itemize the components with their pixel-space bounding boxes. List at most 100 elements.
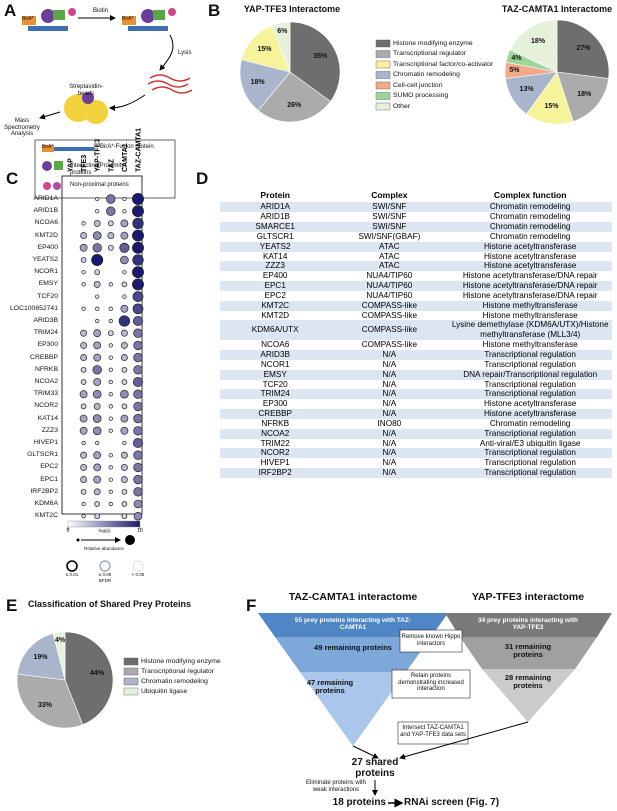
row-label: NCOR1 xyxy=(34,268,58,276)
table-row: GLTSCR1 SWI/SNF(GBAF) Chromatin remodeling xyxy=(220,232,612,242)
table-cell: Transcriptional regulation xyxy=(448,389,612,400)
dot xyxy=(93,341,102,350)
table-row: KMT2C COMPASS-like Histone methyltransfera… xyxy=(220,300,612,311)
table-cell: COMPASS-like xyxy=(330,320,449,341)
dot xyxy=(80,341,88,349)
table-cell: GLTSCR1 xyxy=(256,231,294,241)
slice-label: 26% xyxy=(287,101,302,109)
table-cell: N/A xyxy=(330,349,449,360)
bfdr-level: > 0.05 xyxy=(131,572,145,577)
dot xyxy=(133,462,143,473)
table-cell: N/A xyxy=(382,399,397,409)
flow-title: TAZ-CAMTA1 interactome xyxy=(288,591,418,603)
table-cell: Histone acetyltransferase xyxy=(483,399,577,409)
dot xyxy=(120,341,128,349)
panel-label: D xyxy=(196,169,209,188)
dot xyxy=(80,232,88,240)
dot xyxy=(119,242,130,253)
table-cell: IRF2BP2 xyxy=(220,468,331,478)
table-cell: N/A xyxy=(330,428,449,439)
pie-slice xyxy=(509,19,558,73)
dot xyxy=(108,392,113,397)
row-label: EP400 xyxy=(37,243,58,251)
membrane xyxy=(28,26,68,31)
dot xyxy=(93,463,102,472)
table-row: NCOR2 N/A Transcriptional regulation xyxy=(220,448,612,459)
pie-slice xyxy=(526,71,574,125)
table-cell: SMARCE1 xyxy=(220,222,331,232)
table-cell: Chromatin remodeling xyxy=(489,418,571,428)
dot xyxy=(93,329,102,338)
legend-swatch xyxy=(375,92,391,100)
legend-swatch xyxy=(123,657,139,666)
table-cell: DNA repair/Transcriptional regulation xyxy=(448,369,612,380)
dot xyxy=(132,437,144,449)
table-cell: HIVEP1 xyxy=(260,458,290,468)
table-cell: EP300 xyxy=(262,399,288,409)
table-cell: Anti-viral/E3 ubiquitin ligase xyxy=(479,438,581,448)
dot xyxy=(133,340,143,351)
dot xyxy=(108,282,113,287)
slice-label: 5% xyxy=(509,66,520,74)
legend-label: Ubiquitin ligase xyxy=(141,687,188,695)
table-row: EP400 NUA4/TIP60 Histone acetyltransferase… xyxy=(220,271,612,281)
table-cell: Histone acetyltransferase/DNA repair xyxy=(462,271,598,281)
dot xyxy=(132,291,144,302)
dot xyxy=(120,231,129,240)
dot xyxy=(108,367,113,372)
table-cell: Transcriptional regulation xyxy=(448,468,612,478)
table-cell: N/A xyxy=(330,389,449,400)
panel-label: F xyxy=(246,596,257,615)
table-cell: INO80 xyxy=(377,418,402,428)
row-label: EPC1 xyxy=(40,475,58,483)
table-cell: N/A xyxy=(382,438,397,448)
column-label: CAMTA1 xyxy=(122,143,129,172)
slice-label: 15% xyxy=(544,102,559,110)
table-cell: Histone acetyltransferase xyxy=(448,261,612,272)
pie-title: YAP-TFE3 Interactome xyxy=(243,4,341,14)
colorbar-label: -log(p) xyxy=(97,528,111,533)
dot xyxy=(122,294,127,299)
table-cell: N/A xyxy=(330,448,449,459)
table-cell: SWI/SNF xyxy=(330,222,449,232)
row-label: ARID1B xyxy=(33,207,58,215)
dot xyxy=(108,428,113,433)
pie-slice xyxy=(52,631,66,681)
dot xyxy=(121,488,128,495)
table-cell: N/A xyxy=(330,409,449,419)
column-label: TFE3 xyxy=(81,155,88,172)
dot xyxy=(121,366,128,373)
dot xyxy=(121,281,128,288)
table-cell: Transcriptional regulation xyxy=(448,428,612,439)
tier xyxy=(460,637,597,669)
dot xyxy=(120,354,128,362)
table-cell: Histone methyltransferase xyxy=(448,300,612,311)
row-label: KDM6A xyxy=(34,500,58,507)
dot xyxy=(132,217,144,230)
table-row: NFRKB INO80 Chromatin remodeling xyxy=(220,419,612,429)
dot xyxy=(133,426,143,436)
table-cell: KMT2C xyxy=(220,300,331,311)
table-row: ARID3B N/A Transcriptional regulation xyxy=(220,349,612,360)
table-cell: Transcriptional regulation xyxy=(484,458,576,468)
slice-label: 13% xyxy=(519,85,534,93)
arrow xyxy=(352,745,379,759)
bira-label: BirA* xyxy=(122,16,134,22)
legend-swatch xyxy=(123,667,139,676)
table-row: KMT2D COMPASS-like Histone methyltransfera… xyxy=(220,311,612,321)
table-cell: ARID3B xyxy=(220,349,331,360)
table-cell: Histone acetyltransferase/DNA repair xyxy=(462,290,598,300)
table-cell: N/A xyxy=(330,468,449,478)
slice-label: 18% xyxy=(577,90,592,98)
dot xyxy=(133,511,143,521)
table-cell: NCOA6 xyxy=(261,340,290,350)
table-row: ARID1B SWI/SNF Chromatin remodeling xyxy=(220,212,612,222)
dot xyxy=(93,475,102,484)
bfdr-ring xyxy=(132,560,144,572)
table-cell: EP400 xyxy=(262,271,288,281)
protein xyxy=(53,10,65,20)
dot xyxy=(93,451,102,460)
slice-label: 33% xyxy=(37,701,52,709)
flow-result: 18 proteins xyxy=(332,797,386,808)
